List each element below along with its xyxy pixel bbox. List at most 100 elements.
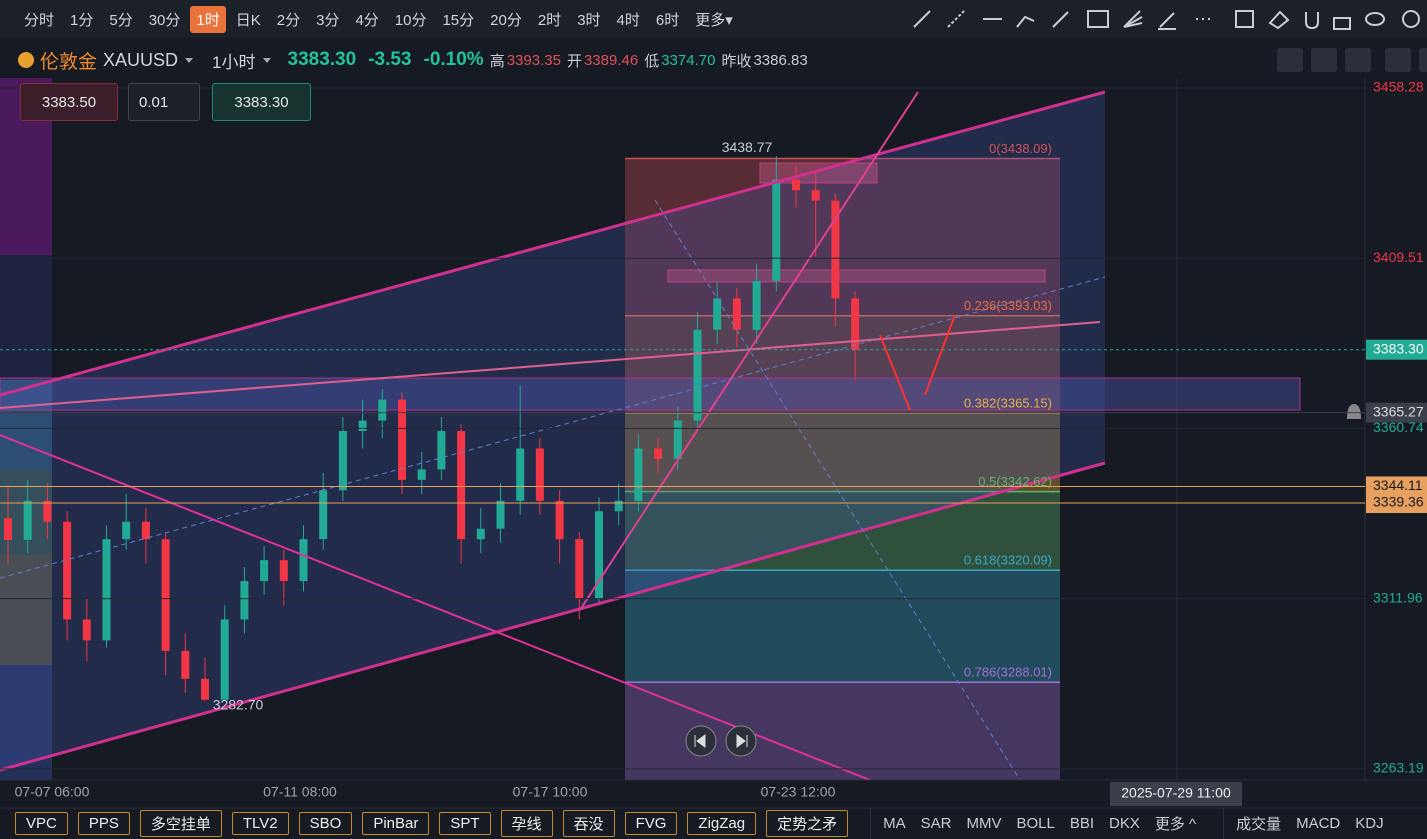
indicator-bar: VPC PPS 多空挂单 TLV2 SBO PinBar SPT 孕线 吞没 FVG ZigZag 定… — [0, 808, 1427, 839]
overlay-indicator[interactable]: BOLL — [1016, 815, 1055, 832]
indicator-tool[interactable]: ZigZag — [687, 812, 757, 835]
price-tick-label: 3311.96 — [1373, 589, 1423, 605]
candle-body — [417, 469, 426, 480]
symbol-bar: 伦敦金 XAUUSD 1小时 3383.30 -3.53 -0.10% 高 339… — [0, 44, 1427, 76]
candle-body — [634, 448, 643, 501]
indicator-tool[interactable]: 吞没 — [562, 810, 615, 837]
candle-body — [851, 298, 860, 350]
trend-line — [0, 90, 1106, 397]
lots-input[interactable]: 0.01 — [128, 83, 200, 121]
fib-zone — [625, 158, 1060, 316]
dropdown-icon[interactable] — [262, 55, 272, 65]
arrow — [924, 314, 956, 396]
zone — [0, 665, 52, 780]
timeframe[interactable]: 30分 — [148, 11, 181, 29]
timeframe[interactable]: 2分 — [276, 11, 301, 29]
symbol-name[interactable]: 伦敦金 — [40, 51, 98, 73]
indicator-tool[interactable]: 定势之矛 — [766, 810, 849, 837]
timeframe[interactable]: 4时 — [616, 11, 640, 29]
timeframe[interactable]: 15分 — [442, 11, 475, 29]
trend-line — [0, 321, 1101, 409]
price-tick-label: 3409.51 — [1373, 249, 1424, 265]
timeframe[interactable]: 6时 — [655, 11, 680, 29]
separator — [1223, 808, 1225, 839]
indicator-tool[interactable]: 孕线 — [500, 810, 553, 837]
indicator-tool[interactable]: PPS — [77, 812, 130, 835]
price-tag-label: 3339.36 — [1373, 494, 1424, 510]
low-label: 低 — [644, 52, 660, 70]
candle-body — [772, 179, 781, 281]
indicator-tool[interactable]: VPC — [15, 812, 68, 835]
candle-body — [535, 448, 544, 501]
bell-icon[interactable] — [1347, 404, 1361, 419]
buy-button[interactable]: 3383.30 — [212, 83, 311, 121]
indicator-tool[interactable]: SPT — [439, 812, 491, 835]
candle-body — [654, 448, 663, 459]
fib-label: 0.618(3320.09) — [964, 553, 1052, 568]
timeframe[interactable]: 3时 — [577, 11, 601, 29]
zone — [0, 380, 52, 470]
timeframe[interactable]: 3分 — [316, 11, 340, 29]
candle-body — [457, 431, 466, 540]
dropdown-icon[interactable] — [184, 55, 194, 65]
high: 3393.35 — [506, 51, 561, 69]
crosshair-box — [1110, 782, 1242, 806]
panel-indicator[interactable]: 成交量 — [1236, 816, 1282, 833]
candle-body — [673, 420, 682, 459]
price-annotation: 3282.70 — [213, 696, 264, 712]
sell-button[interactable]: 3383.50 — [20, 83, 118, 121]
control-button[interactable] — [1385, 48, 1411, 72]
indicator-tool[interactable]: FVG — [624, 812, 678, 835]
overlay-indicator[interactable]: MA — [883, 815, 906, 832]
zone — [0, 255, 52, 380]
indicator-tool[interactable]: PinBar — [362, 812, 430, 835]
panel-indicator[interactable]: MACD — [1296, 815, 1341, 832]
prev-label: 昨收 — [721, 52, 752, 70]
candle-body — [161, 539, 170, 651]
timeframe[interactable]: 10分 — [394, 11, 427, 29]
overlay-indicator[interactable]: MMV — [966, 815, 1002, 832]
timeframe[interactable]: 日K — [235, 11, 261, 29]
arrow — [879, 334, 911, 411]
price-tick-label: 3360.74 — [1373, 419, 1424, 435]
candle-body — [102, 539, 111, 641]
control-button[interactable] — [1277, 48, 1303, 72]
candle-body — [319, 490, 328, 540]
timeframe[interactable]: 5分 — [109, 11, 133, 29]
indicator-tool[interactable]: 多空挂单 — [139, 810, 222, 837]
fib-zone — [625, 491, 1060, 571]
control-button[interactable] — [1345, 48, 1371, 72]
candle-body — [575, 539, 584, 599]
candle-body — [358, 420, 367, 432]
fib-label: 0(3438.09) — [989, 141, 1052, 156]
zone-box — [0, 377, 1301, 411]
timeframe[interactable]: 更多▾ — [695, 11, 733, 29]
price-tag-label: 3365.27 — [1373, 403, 1424, 419]
symbol-code[interactable]: XAUUSD — [103, 49, 179, 70]
panel-indicator[interactable]: KDJ — [1355, 815, 1384, 832]
timeframe[interactable]: 2时 — [537, 11, 562, 29]
candle-body — [23, 500, 32, 540]
candle-body — [378, 399, 387, 421]
overlay-indicator[interactable]: SAR — [920, 815, 952, 832]
interval[interactable]: 1小时 — [212, 52, 256, 72]
timeframe[interactable]: 1时 — [190, 5, 226, 33]
timeframe[interactable]: 20分 — [490, 11, 522, 29]
toolbar: 分时 1分 5分 30分 1时 日K 2分 3分 4分 10分 15分 20分 2时 3时 4时 6时 更多▾ — [0, 0, 1427, 38]
indicator-tool[interactable]: SBO — [298, 812, 353, 835]
candle-body — [63, 521, 72, 620]
price-tag — [1366, 402, 1427, 423]
price-tag — [1366, 493, 1427, 514]
overlay-indicator[interactable]: DKX — [1109, 815, 1140, 832]
control-button[interactable] — [1311, 48, 1337, 72]
control-button[interactable] — [1419, 48, 1427, 72]
time-label: 07-11 08:00 — [263, 784, 337, 800]
indicator-tool[interactable]: TLV2 — [231, 812, 289, 835]
overlay-indicator[interactable]: 更多 ^ — [1154, 816, 1197, 833]
timeframe[interactable]: 4分 — [355, 11, 379, 29]
candle-body — [496, 500, 505, 529]
timeframe[interactable]: 1分 — [70, 11, 94, 29]
overlay-indicator[interactable]: BBI — [1069, 815, 1094, 832]
timeframe[interactable]: 分时 — [24, 11, 55, 29]
price-annotation: 3438.77 — [722, 139, 773, 155]
